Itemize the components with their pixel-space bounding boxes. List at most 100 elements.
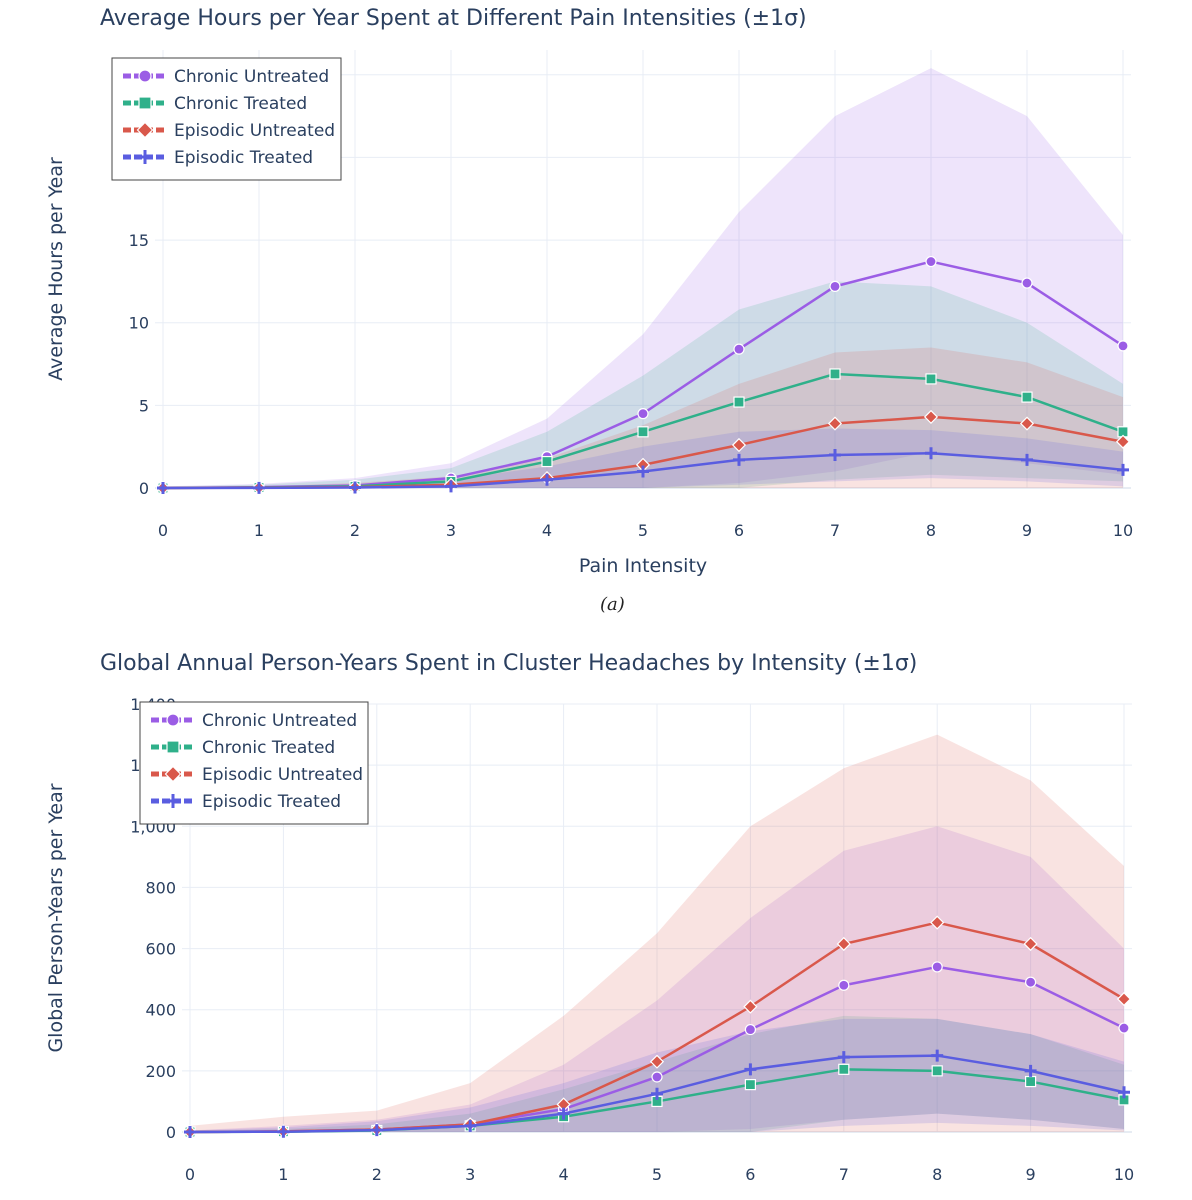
legend-marker bbox=[164, 765, 182, 783]
x-tick-label: 0 bbox=[158, 521, 168, 540]
y-tick-label: 800 bbox=[145, 878, 176, 897]
x-tick-label: 9 bbox=[1026, 1165, 1036, 1184]
series-episodic-treated bbox=[184, 1049, 1130, 1138]
y-tick-label: 0 bbox=[166, 1123, 176, 1142]
point-episodic-treated bbox=[1117, 463, 1129, 476]
y-tick-label: 600 bbox=[145, 940, 176, 959]
y-axis-label: Global Person-Years per Year bbox=[45, 783, 67, 1052]
point-episodic-untreated bbox=[827, 416, 843, 431]
x-tick-label: 1 bbox=[254, 521, 264, 540]
point-episodic-untreated bbox=[836, 936, 851, 952]
x-tick-label: 5 bbox=[652, 1165, 662, 1184]
legend-marker bbox=[166, 794, 180, 808]
point-episodic-treated bbox=[931, 1049, 944, 1062]
point-chronic-treated bbox=[733, 396, 745, 408]
y-axis-label: Average Hours per Year bbox=[45, 157, 67, 381]
point-chronic-treated bbox=[838, 1063, 850, 1075]
x-tick-label: 5 bbox=[638, 521, 648, 540]
chart-a-title: Average Hours per Year Spent at Differen… bbox=[100, 6, 807, 31]
legend-item-chronic-untreated: Chronic Untreated bbox=[123, 67, 329, 87]
point-chronic-untreated bbox=[1024, 976, 1037, 988]
point-chronic-untreated bbox=[1118, 1022, 1130, 1034]
point-episodic-untreated bbox=[1115, 434, 1131, 449]
x-tick-label: 6 bbox=[734, 521, 744, 540]
point-chronic-treated bbox=[744, 1079, 757, 1091]
legend-label: Episodic Treated bbox=[202, 792, 341, 812]
legend-marker bbox=[138, 96, 152, 110]
point-episodic-treated bbox=[1021, 453, 1033, 466]
x-axis-label: Pain Intensity bbox=[579, 555, 707, 577]
x-tick-label: 3 bbox=[465, 1165, 475, 1184]
point-episodic-treated bbox=[829, 448, 841, 461]
point-chronic-untreated bbox=[733, 343, 745, 355]
x-tick-label: 8 bbox=[926, 521, 936, 540]
chart-b-title: Global Annual Person-Years Spent in Clus… bbox=[100, 651, 918, 676]
x-tick-label: 1 bbox=[278, 1165, 288, 1184]
legend: Chronic Untreated Chronic Treated Episodic… bbox=[111, 57, 342, 181]
point-episodic-treated bbox=[464, 1119, 477, 1132]
point-episodic-treated bbox=[557, 1107, 570, 1120]
x-tick-label: 10 bbox=[1113, 521, 1133, 540]
point-chronic-treated bbox=[829, 368, 841, 380]
point-episodic-untreated bbox=[1023, 936, 1038, 952]
legend-label: Chronic Treated bbox=[202, 738, 335, 758]
x-tick-label: 2 bbox=[372, 1165, 382, 1184]
point-episodic-untreated bbox=[649, 1054, 665, 1069]
legend-marker bbox=[138, 150, 152, 164]
point-episodic-treated bbox=[541, 473, 553, 486]
legend-marker bbox=[166, 740, 180, 754]
point-episodic-untreated bbox=[1019, 416, 1035, 431]
legend-label: Chronic Untreated bbox=[174, 67, 329, 87]
legend-item-episodic-treated: Episodic Treated bbox=[151, 792, 341, 812]
x-tick-label: 8 bbox=[932, 1165, 942, 1184]
point-episodic-treated bbox=[744, 1063, 757, 1076]
point-episodic-untreated bbox=[930, 915, 945, 930]
band-episodic-untreated bbox=[190, 734, 1124, 1132]
x-tick-label: 4 bbox=[559, 1165, 569, 1184]
legend-item-chronic-treated: Chronic Treated bbox=[123, 94, 307, 114]
point-chronic-untreated bbox=[651, 1071, 663, 1083]
x-tick-label: 10 bbox=[1114, 1165, 1134, 1184]
y-tick-label: 400 bbox=[145, 1001, 176, 1020]
point-episodic-treated bbox=[370, 1124, 383, 1137]
point-episodic-treated bbox=[157, 482, 169, 494]
x-tick-label: 6 bbox=[745, 1165, 755, 1184]
x-tick-label: 0 bbox=[185, 1165, 195, 1184]
legend-marker bbox=[138, 69, 152, 83]
point-chronic-untreated bbox=[744, 1023, 757, 1036]
x-tick-label: 7 bbox=[830, 521, 840, 540]
point-chronic-untreated bbox=[1117, 340, 1129, 352]
y-tick-label: 10 bbox=[129, 314, 149, 333]
point-episodic-treated bbox=[1024, 1064, 1037, 1077]
legend-label: Episodic Treated bbox=[174, 148, 313, 168]
point-chronic-treated bbox=[637, 426, 649, 438]
point-episodic-treated bbox=[637, 465, 649, 478]
point-episodic-treated bbox=[277, 1125, 290, 1138]
point-episodic-treated bbox=[733, 453, 745, 466]
legend-label: Episodic Untreated bbox=[174, 121, 335, 141]
point-chronic-treated bbox=[541, 455, 553, 468]
point-chronic-treated bbox=[1021, 391, 1033, 403]
point-episodic-untreated bbox=[1116, 991, 1132, 1007]
x-tick-label: 2 bbox=[350, 521, 360, 540]
point-chronic-untreated bbox=[931, 961, 943, 973]
x-tick-label: 3 bbox=[446, 521, 456, 540]
band-chronic-untreated bbox=[163, 68, 1123, 489]
point-chronic-treated bbox=[931, 1065, 943, 1077]
point-chronic-untreated bbox=[829, 280, 841, 292]
y-tick-label: 0 bbox=[139, 479, 149, 498]
series-episodic-treated bbox=[157, 447, 1129, 494]
legend-item-chronic-treated: Chronic Treated bbox=[151, 738, 335, 758]
point-chronic-untreated bbox=[1021, 277, 1033, 289]
point-episodic-treated bbox=[445, 480, 457, 493]
x-tick-label: 7 bbox=[839, 1165, 849, 1184]
band-chronic-treated bbox=[163, 281, 1123, 488]
point-chronic-untreated bbox=[637, 408, 649, 420]
point-chronic-treated bbox=[1024, 1075, 1037, 1088]
y-tick-label: 200 bbox=[145, 1062, 176, 1081]
point-episodic-treated bbox=[184, 1126, 196, 1138]
y-tick-label: 15 bbox=[129, 231, 149, 250]
legend: Chronic Untreated Chronic Treated Episodic… bbox=[139, 701, 369, 825]
point-episodic-treated bbox=[1118, 1086, 1130, 1099]
